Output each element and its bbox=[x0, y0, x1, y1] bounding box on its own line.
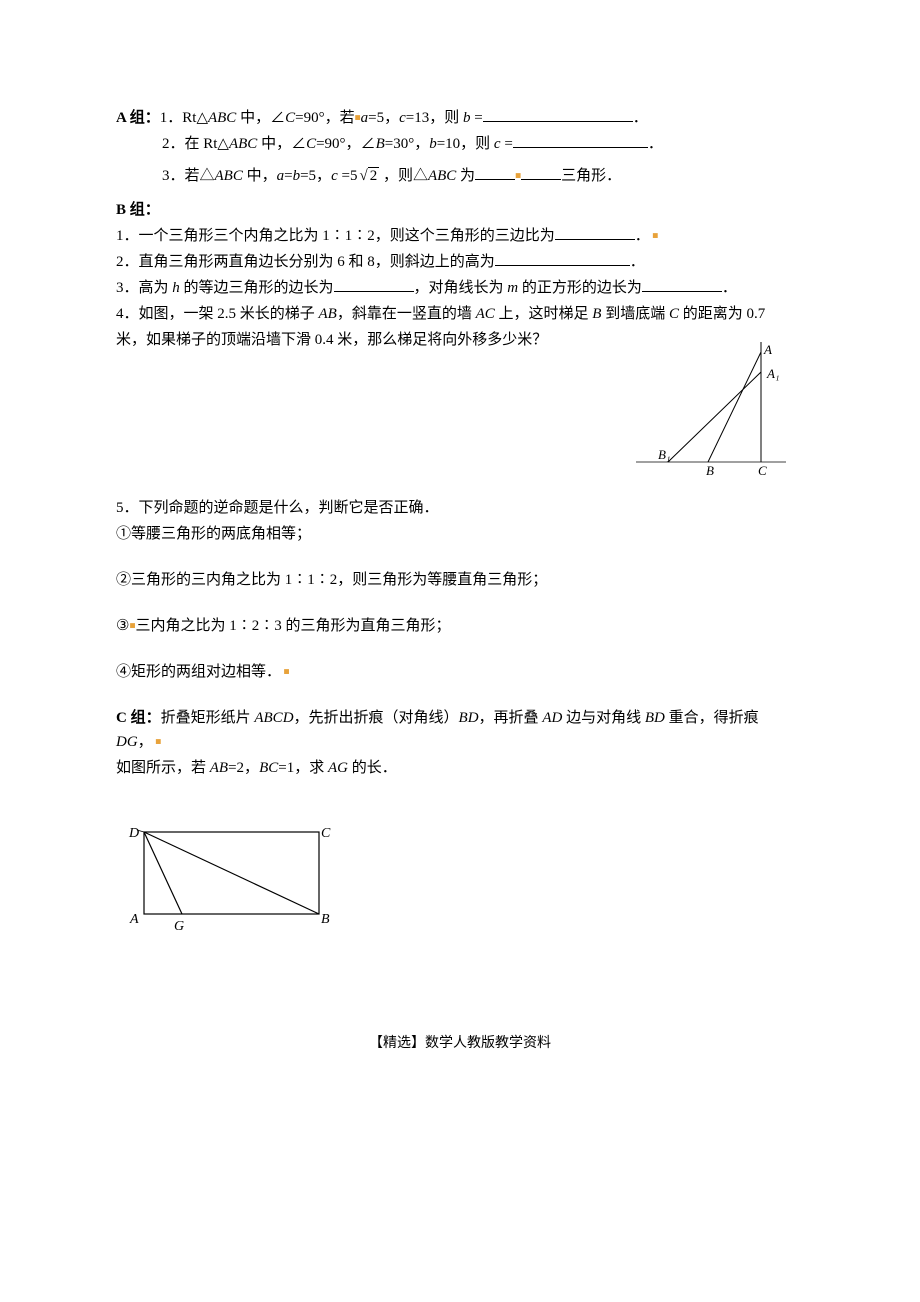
blank-a1 bbox=[483, 106, 633, 122]
group-a-q1: A 组：1．Rt△ABC 中，∠C=90°，若■a=5，c=13，则 b =． bbox=[116, 106, 804, 130]
figure-rectangle: D C A B G bbox=[124, 820, 804, 943]
blank-b3a bbox=[334, 276, 414, 292]
group-a-q3: 3．若△ABC 中，a=b=5，c =52 ，则△ABC 为■三角形． bbox=[116, 164, 804, 188]
label-G: G bbox=[174, 919, 184, 934]
blank-a2 bbox=[513, 132, 648, 148]
sqrt-icon: 2 bbox=[357, 164, 379, 188]
dot-icon: ■ bbox=[281, 667, 290, 678]
group-b-q5-4: ④矩形的两组对边相等． ■ bbox=[116, 660, 804, 684]
group-c-label: C 组： bbox=[116, 710, 161, 726]
blank-a3a bbox=[475, 164, 515, 180]
group-b-q5-2: ②三角形的三内角之比为 1∶1∶2，则三角形为等腰直角三角形； bbox=[116, 568, 804, 592]
dot-icon: ■ bbox=[650, 231, 659, 242]
label-A: A bbox=[129, 912, 139, 927]
group-b-q1: 1．一个三角形三个内角之比为 1∶1∶2，则这个三角形的三边比为． ■ bbox=[116, 224, 804, 248]
figure-ladder: A A₁ B₁ B C bbox=[636, 342, 786, 485]
label-D: D bbox=[128, 826, 139, 841]
footer-text: 【精选】数学人教版教学资料 bbox=[116, 1033, 804, 1055]
dot-icon: ■ bbox=[153, 737, 162, 748]
group-b-q2: 2．直角三角形两直角边长分别为 6 和 8，则斜边上的高为． bbox=[116, 250, 804, 274]
group-c-line2: 如图所示，若 AB=2，BC=1，求 AG 的长． bbox=[116, 756, 804, 780]
label-A1: A₁ bbox=[766, 366, 779, 381]
group-c-line1: C 组：折叠矩形纸片 ABCD，先折出折痕（对角线）BD，再折叠 AD 边与对角… bbox=[116, 706, 804, 754]
blank-b2 bbox=[495, 250, 630, 266]
label-B: B bbox=[706, 463, 714, 477]
group-b-q4-line1: 4．如图，一架 2.5 米长的梯子 AB，斜靠在一竖直的墙 AC 上，这时梯足 … bbox=[116, 302, 804, 326]
page: A 组：1．Rt△ABC 中，∠C=90°，若■a=5，c=13，则 b =． … bbox=[0, 0, 920, 1302]
label-B1: B₁ bbox=[658, 447, 670, 462]
group-a-q2: 2．在 Rt△ABC 中，∠C=90°，∠B=30°，b=10，则 c =． bbox=[116, 132, 804, 156]
group-b-q5-3: ③■三内角之比为 1∶2∶3 的三角形为直角三角形； bbox=[116, 614, 804, 638]
label-A: A bbox=[763, 342, 772, 357]
group-b-label: B 组： bbox=[116, 198, 804, 222]
label-C: C bbox=[758, 463, 767, 477]
blank-b1 bbox=[555, 224, 635, 240]
group-b-q3: 3．高为 h 的等边三角形的边长为，对角线长为 m 的正方形的边长为． bbox=[116, 276, 804, 300]
blank-a3b bbox=[521, 164, 561, 180]
label-B: B bbox=[321, 912, 330, 927]
group-b-q5: 5．下列命题的逆命题是什么，判断它是否正确． bbox=[116, 496, 804, 520]
group-b-q5-1: ①等腰三角形的两底角相等； bbox=[116, 522, 804, 546]
blank-b3b bbox=[642, 276, 722, 292]
label-C: C bbox=[321, 826, 331, 841]
figure-ladder-wrap: A A₁ B₁ B C bbox=[116, 354, 804, 494]
group-a-label: A 组： bbox=[116, 110, 160, 126]
